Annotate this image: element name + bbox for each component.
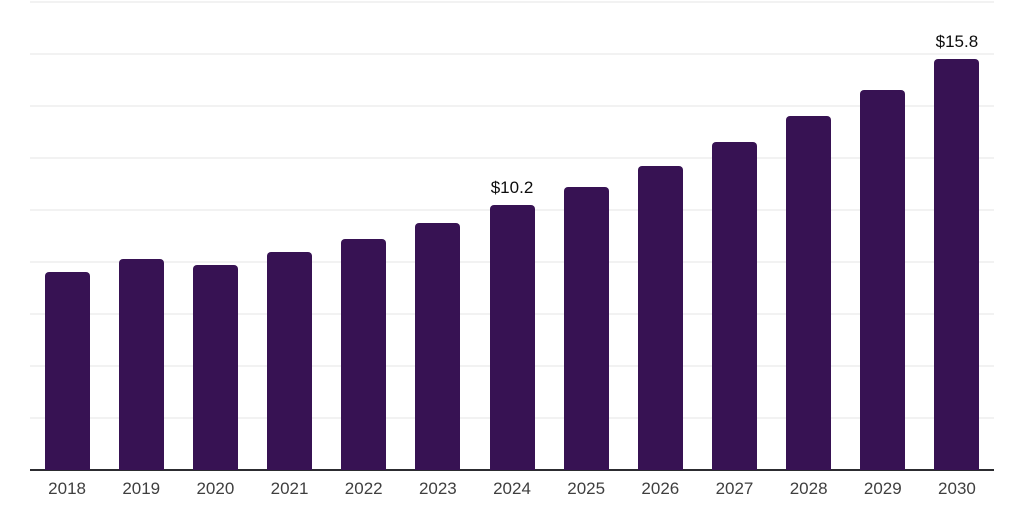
data-label-2030: $15.8 bbox=[935, 32, 979, 52]
bar-2028 bbox=[786, 116, 832, 470]
bar-2029 bbox=[860, 90, 906, 470]
x-tick-2024: 2024 bbox=[493, 479, 531, 498]
x-tick-2020: 2020 bbox=[196, 479, 235, 498]
bar-2022 bbox=[341, 238, 387, 470]
gridline-18 bbox=[30, 1, 994, 3]
x-axis-line bbox=[30, 469, 994, 471]
x-tick-2019: 2019 bbox=[122, 479, 161, 498]
x-tick-2027: 2027 bbox=[715, 479, 754, 498]
bar-2026 bbox=[637, 165, 683, 470]
plot-area: $10.2 $15.8 bbox=[30, 0, 994, 471]
x-tick-2018: 2018 bbox=[48, 479, 86, 498]
bar-2018 bbox=[44, 272, 90, 470]
bar-2021 bbox=[267, 251, 313, 470]
gridline-14 bbox=[30, 105, 994, 107]
bar-2025 bbox=[563, 186, 609, 470]
x-tick-2023: 2023 bbox=[418, 479, 457, 498]
bar-2019 bbox=[118, 259, 164, 470]
data-label-2024: $10.2 bbox=[490, 177, 534, 197]
x-tick-2022: 2022 bbox=[344, 479, 383, 498]
x-tick-2021: 2021 bbox=[270, 479, 309, 498]
bar-2020 bbox=[192, 264, 238, 470]
bar-2024 bbox=[489, 204, 535, 470]
gridline-16 bbox=[30, 53, 994, 55]
gridline-12 bbox=[30, 157, 994, 159]
bar-2030 bbox=[934, 59, 980, 470]
x-tick-2029: 2029 bbox=[863, 479, 902, 498]
bar-2027 bbox=[711, 142, 757, 470]
x-tick-2028: 2028 bbox=[789, 479, 828, 498]
x-tick-2030: 2030 bbox=[938, 479, 976, 498]
bar-2023 bbox=[415, 223, 461, 470]
x-tick-2025: 2025 bbox=[567, 479, 606, 498]
x-axis-labels: 2018 2019 2020 2021 2022 2023 2024 2025 2026 2027… bbox=[30, 478, 994, 500]
x-tick-2026: 2026 bbox=[641, 479, 680, 498]
